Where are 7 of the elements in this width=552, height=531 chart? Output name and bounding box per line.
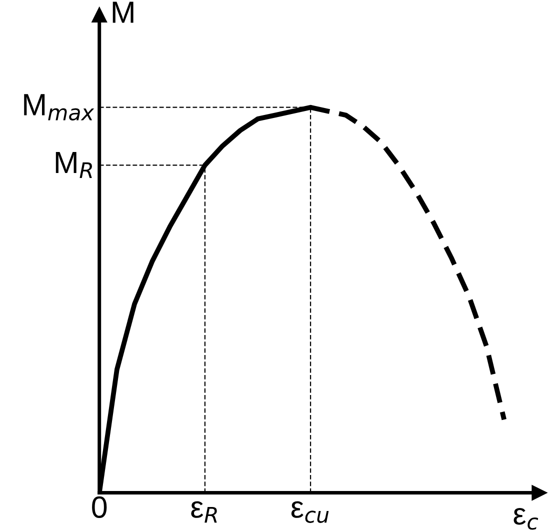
ref-line-label: M$_{R}$ bbox=[56, 152, 92, 178]
x-tick-label: ε$_{R}$ bbox=[191, 501, 217, 523]
x-tick-label: 0 bbox=[92, 496, 107, 518]
x-tick-label: ε$_{cu}$ bbox=[291, 501, 329, 523]
x-axis-title: ε$_{c}$ bbox=[514, 508, 538, 530]
y-axis-title: M bbox=[112, 2, 134, 23]
ref-line-label: M$_{max}$ bbox=[24, 94, 94, 121]
